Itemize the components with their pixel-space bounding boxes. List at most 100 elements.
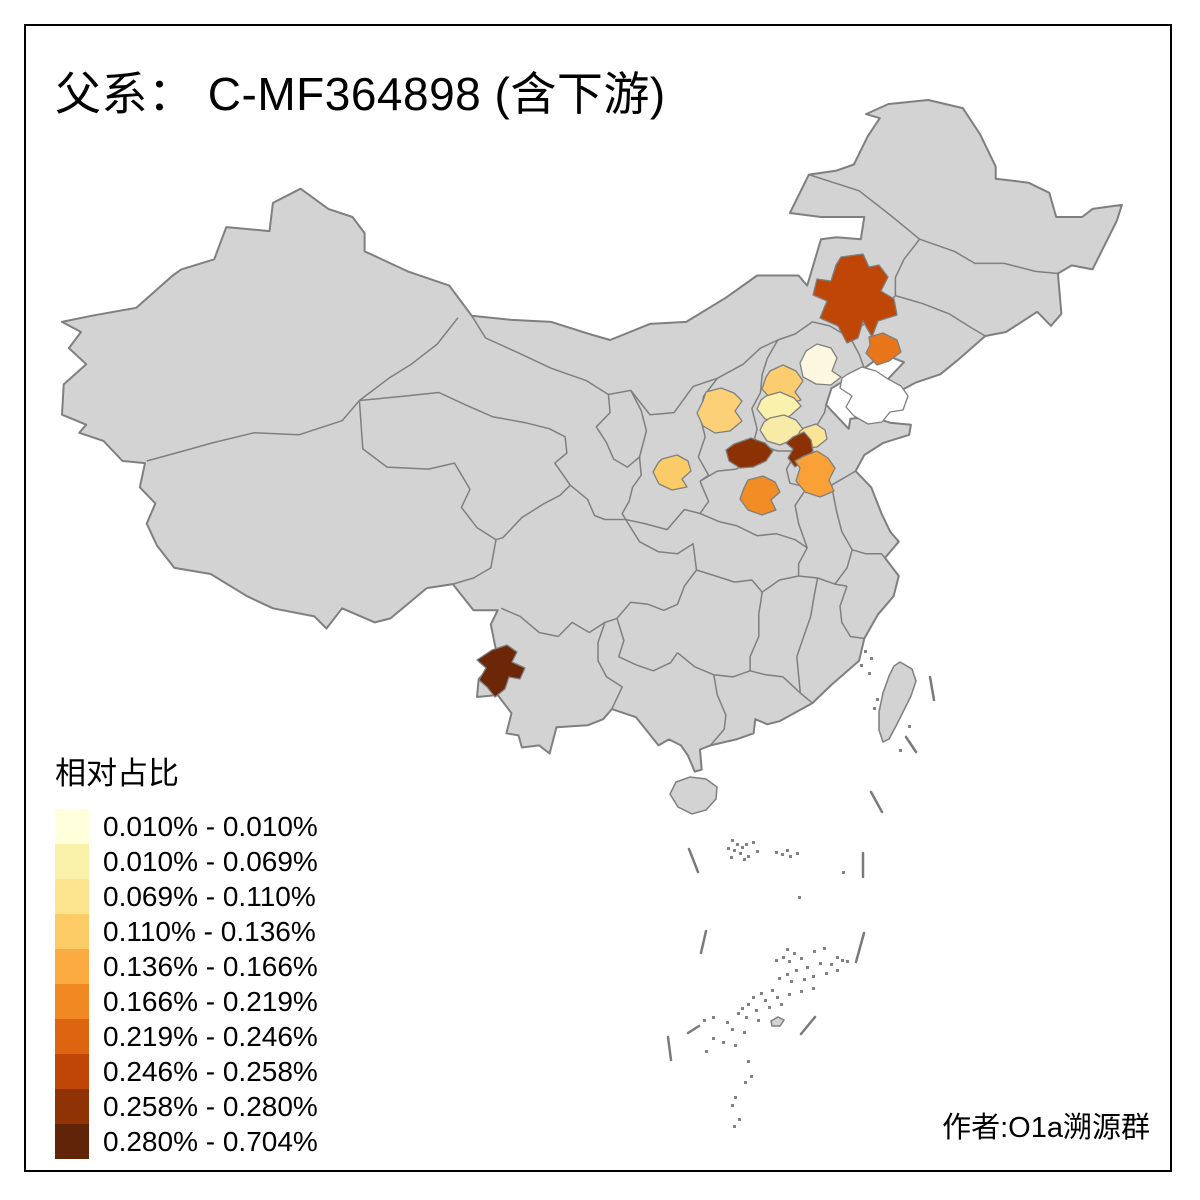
province-border <box>471 315 851 416</box>
legend-item-6: 0.166% - 0.219% <box>55 984 318 1019</box>
island-dot <box>744 1081 747 1084</box>
island-dot <box>813 950 816 953</box>
province-border <box>895 294 986 337</box>
island-dot <box>722 1041 725 1044</box>
island-dot <box>786 948 789 951</box>
legend-swatch <box>55 1124 89 1159</box>
island-dot <box>731 1028 734 1031</box>
islet-south <box>770 1016 786 1027</box>
island-dot <box>731 839 734 842</box>
shaded-region-r11-central-darkbrown <box>725 437 774 469</box>
island-dot <box>793 952 796 955</box>
legend-item-1: 0.010% - 0.010% <box>55 809 318 844</box>
island-dot <box>782 956 785 959</box>
island-dot <box>712 1016 715 1019</box>
province-border <box>785 450 856 489</box>
dash-line-segment <box>904 735 918 754</box>
legend-item-2: 0.010% - 0.069% <box>55 844 318 879</box>
island-dot <box>705 1050 708 1053</box>
island-dot <box>823 947 826 950</box>
island-dot <box>778 977 781 980</box>
island-dot <box>800 957 803 960</box>
island-dot <box>736 843 739 846</box>
island-dot <box>841 959 844 962</box>
island-taiwan <box>878 661 917 744</box>
legend-item-4: 0.110% - 0.136% <box>55 914 318 949</box>
legend-swatch <box>55 844 89 879</box>
legend-swatch <box>55 949 89 984</box>
shaded-region-r09-tall-golden-west <box>696 387 743 434</box>
island-dot <box>739 852 742 855</box>
island-dot <box>745 1016 748 1019</box>
legend-item-3: 0.069% - 0.110% <box>55 879 318 914</box>
province-border <box>839 585 865 640</box>
island-dot <box>908 725 911 728</box>
dash-line-segment <box>687 847 700 874</box>
island-dot <box>734 1044 737 1047</box>
island-dot <box>737 1012 740 1015</box>
island-dot <box>803 978 806 981</box>
province-border <box>709 674 727 746</box>
island-dot <box>775 959 778 962</box>
island-dot <box>873 707 876 710</box>
island-dot <box>741 1007 744 1010</box>
province-border <box>794 486 808 576</box>
island-dot <box>788 960 791 963</box>
province-border <box>830 485 853 551</box>
dash-line-segment <box>686 1024 701 1035</box>
island-dot <box>757 1019 760 1022</box>
island-dot <box>870 657 873 660</box>
legend-item-10: 0.280% - 0.704% <box>55 1124 318 1159</box>
shaded-region-r04-white-area <box>839 366 909 425</box>
legend-item-5: 0.136% - 0.166% <box>55 949 318 984</box>
island-dot <box>745 843 748 846</box>
province-border <box>834 549 886 585</box>
legend-swatch <box>55 1054 89 1089</box>
island-dot <box>842 871 845 874</box>
island-dot <box>741 846 744 849</box>
legend-range-label: 0.136% - 0.166% <box>103 950 318 982</box>
shaded-region-r02-northeast-small <box>865 332 902 366</box>
province-border <box>621 456 642 520</box>
island-dot <box>750 1075 753 1078</box>
island-dot <box>764 999 767 1002</box>
island-dot <box>768 1006 771 1009</box>
province-border <box>699 512 808 549</box>
dash-line-segment <box>799 1015 817 1036</box>
province-border <box>849 337 866 369</box>
island-dot <box>830 963 833 966</box>
legend-swatch <box>55 1089 89 1124</box>
island-dot <box>780 1003 783 1006</box>
island-dot <box>788 993 791 996</box>
island-dot <box>733 849 736 852</box>
legend-swatch <box>55 879 89 914</box>
map-title: 父系： C-MF364898 (含下游) <box>55 68 666 120</box>
island-dot <box>846 960 849 963</box>
legend-range-label: 0.219% - 0.246% <box>103 1020 318 1052</box>
island-dot <box>798 896 801 899</box>
island-dot <box>812 987 815 990</box>
legend-range-label: 0.069% - 0.110% <box>103 880 316 912</box>
shaded-region-r01-northeast-large <box>812 253 898 344</box>
island-dot <box>747 1060 750 1063</box>
island-dot <box>812 975 815 978</box>
island-dot <box>738 1118 741 1121</box>
legend-range-label: 0.280% - 0.704% <box>103 1125 318 1157</box>
island-dot <box>743 858 746 861</box>
island-dot <box>790 980 793 983</box>
island-dot <box>756 850 759 853</box>
province-border <box>796 577 819 694</box>
legend-range-label: 0.246% - 0.258% <box>103 1055 318 1087</box>
island-dot <box>752 841 755 844</box>
shaded-region-r13-central-orange-east <box>794 450 836 498</box>
island-dot <box>789 855 792 858</box>
island-dot <box>800 990 803 993</box>
province-border <box>808 173 1058 275</box>
province-border <box>616 618 679 672</box>
island-dot <box>860 664 863 667</box>
legend-range-label: 0.110% - 0.136% <box>103 915 316 947</box>
legend-rows: 0.010% - 0.010% 0.010% - 0.069% 0.069% - 0… <box>55 809 318 1159</box>
legend-swatch <box>55 809 89 844</box>
province-border <box>595 390 648 468</box>
